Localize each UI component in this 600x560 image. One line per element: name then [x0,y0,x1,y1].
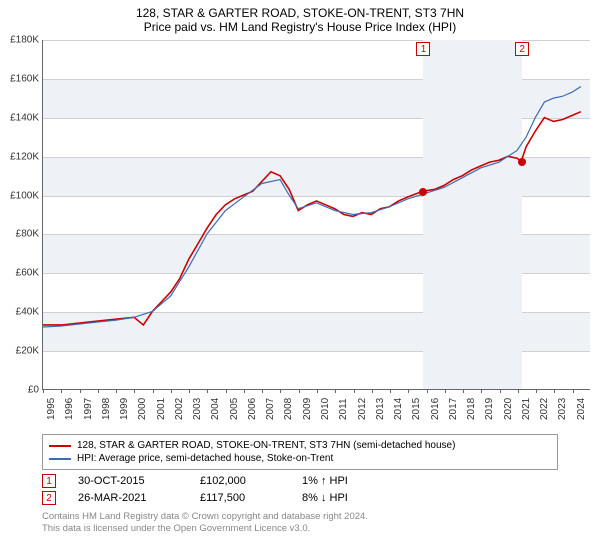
legend-swatch-property [49,445,71,447]
x-tick-label: 2002 [174,398,185,420]
x-tick-label: 2019 [484,398,495,420]
x-tick-label: 2011 [338,398,349,420]
sale-price: £102,000 [200,475,280,487]
x-tick-label: 1997 [83,398,94,420]
x-tick-label: 1995 [46,398,57,420]
footer: Contains HM Land Registry data © Crown c… [42,511,558,536]
x-tick-label: 2004 [210,398,221,420]
sale-row-marker: 2 [42,491,56,505]
y-tick-label: £60K [16,268,43,279]
y-tick-label: £20K [16,346,43,357]
x-tick-label: 2003 [192,398,203,420]
x-tick-label: 2021 [521,398,532,420]
x-tick-label: 2013 [375,398,386,420]
y-tick-label: £0 [28,385,43,396]
series-property [43,112,581,325]
y-tick-label: £40K [16,307,43,318]
x-tick-label: 2010 [320,398,331,420]
chart-subtitle: Price paid vs. HM Land Registry's House … [0,20,600,40]
plot-area: £0£20K£40K£60K£80K£100K£120K£140K£160K£1… [42,40,590,390]
sale-price: £117,500 [200,492,280,504]
y-tick-label: £120K [10,151,43,162]
y-tick-label: £80K [16,229,43,240]
legend-item-hpi: HPI: Average price, semi-detached house,… [49,452,551,465]
sales-list: 1 30-OCT-2015 £102,000 1% ↑ HPI 2 26-MAR-2021… [0,474,600,505]
x-tick-label: 2016 [430,398,441,420]
sale-row: 1 30-OCT-2015 £102,000 1% ↑ HPI [42,474,558,488]
legend-swatch-hpi [49,458,71,460]
x-tick-label: 2012 [357,398,368,420]
x-tick-label: 2007 [265,398,276,420]
sale-marker-2: 2 [515,42,529,56]
x-tick-label: 2015 [411,398,422,420]
y-tick-label: £140K [10,112,43,123]
sale-date: 26-MAR-2021 [78,492,178,504]
x-tick-label: 1999 [119,398,130,420]
x-tick-label: 2006 [247,398,258,420]
x-tick-label: 2024 [576,398,587,420]
sale-date: 30-OCT-2015 [78,475,178,487]
x-tick-label: 1996 [64,398,75,420]
sale-dot-2 [518,158,526,166]
x-axis-labels: 1995 1996 1997 1998 1999 2000 2001 2002 2003 2004… [42,390,590,426]
y-tick-label: £160K [10,73,43,84]
legend-label-property: 128, STAR & GARTER ROAD, STOKE-ON-TRENT,… [77,440,455,451]
x-tick-label: 2005 [229,398,240,420]
sale-delta: 8% ↓ HPI [302,492,348,504]
sale-delta: 1% ↑ HPI [302,475,348,487]
x-tick-label: 2023 [557,398,568,420]
legend: 128, STAR & GARTER ROAD, STOKE-ON-TRENT,… [42,434,558,470]
sale-row-marker: 1 [42,474,56,488]
x-tick-label: 2014 [393,398,404,420]
footer-line-1: Contains HM Land Registry data © Crown c… [42,511,558,523]
x-tick-label: 2008 [283,398,294,420]
y-tick-label: £100K [10,190,43,201]
x-tick-label: 2001 [156,398,167,420]
legend-label-hpi: HPI: Average price, semi-detached house,… [77,453,333,464]
x-tick-label: 1998 [101,398,112,420]
x-tick-label: 2000 [137,398,148,420]
series-hpi [43,87,581,327]
x-tick-label: 2017 [448,398,459,420]
x-tick-label: 2009 [302,398,313,420]
sale-row: 2 26-MAR-2021 £117,500 8% ↓ HPI [42,491,558,505]
x-tick-label: 2022 [539,398,550,420]
x-tick-label: 2020 [503,398,514,420]
legend-item-property: 128, STAR & GARTER ROAD, STOKE-ON-TRENT,… [49,439,551,452]
y-tick-label: £180K [10,35,43,46]
footer-line-2: This data is licensed under the Open Gov… [42,523,558,535]
chart-title: 128, STAR & GARTER ROAD, STOKE-ON-TRENT,… [0,0,600,20]
sale-marker-1: 1 [416,42,430,56]
x-tick-label: 2018 [466,398,477,420]
sale-dot-1 [419,188,427,196]
